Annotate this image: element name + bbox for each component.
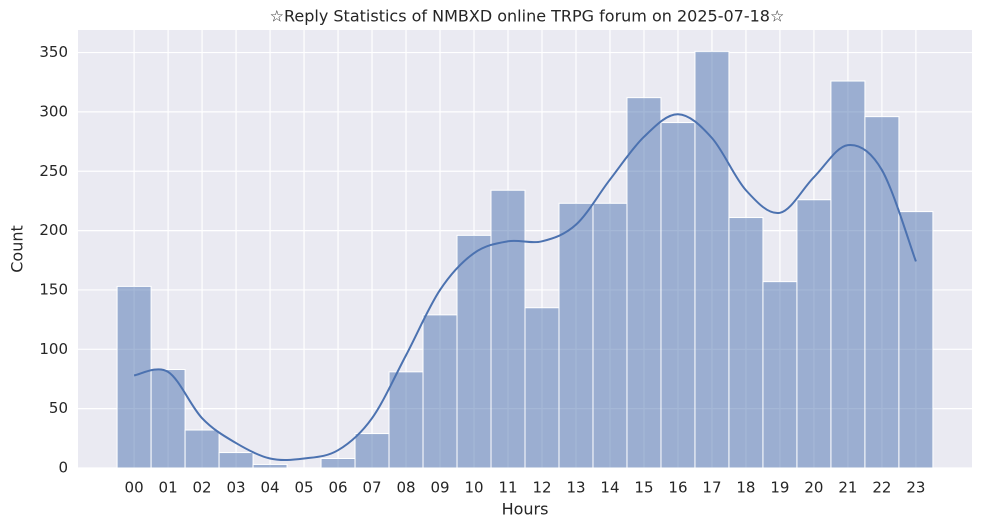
- bar: [898, 211, 934, 469]
- x-tick-label: 20: [804, 479, 823, 497]
- bar: [218, 452, 254, 469]
- y-tick-label: 50: [49, 399, 68, 417]
- bar: [184, 429, 220, 469]
- x-tick-label: 10: [464, 479, 483, 497]
- x-tick-label: 01: [159, 479, 178, 497]
- y-tick-label: 250: [39, 162, 68, 180]
- bar: [490, 189, 526, 469]
- y-tick-label: 100: [39, 340, 68, 358]
- bar: [626, 97, 662, 469]
- x-tick-label: 22: [872, 479, 891, 497]
- y-tick-label: 200: [39, 221, 68, 239]
- bar: [252, 463, 288, 469]
- x-tick-label: 11: [498, 479, 517, 497]
- bar: [864, 116, 900, 469]
- x-tick-label: 16: [668, 479, 687, 497]
- bar: [728, 217, 764, 469]
- x-tick-label: 18: [736, 479, 755, 497]
- x-tick-label: 15: [634, 479, 653, 497]
- y-tick-label: 350: [39, 43, 68, 61]
- bar: [388, 371, 424, 469]
- bar: [524, 307, 560, 469]
- x-tick-label: 04: [261, 479, 280, 497]
- x-tick-label: 05: [295, 479, 314, 497]
- y-tick-label: 0: [58, 459, 68, 477]
- x-axis-label: Hours: [502, 500, 549, 519]
- bar: [762, 281, 798, 469]
- bar: [592, 202, 628, 469]
- bar: [660, 122, 696, 469]
- x-tick-label: 02: [193, 479, 212, 497]
- x-tick-label: 09: [430, 479, 449, 497]
- bar: [830, 80, 866, 469]
- x-tick-label: 13: [566, 479, 585, 497]
- x-tick-label: 17: [702, 479, 721, 497]
- chart-title: ☆Reply Statistics of NMBXD online TRPG f…: [270, 7, 785, 26]
- x-tick-label: 00: [125, 479, 144, 497]
- bar: [694, 50, 730, 469]
- x-tick-label: 07: [362, 479, 381, 497]
- y-tick-label: 300: [39, 102, 68, 120]
- x-tick-label: 03: [227, 479, 246, 497]
- x-tick-label: 12: [532, 479, 551, 497]
- bar: [320, 458, 356, 469]
- bar: [116, 285, 152, 469]
- bar: [558, 202, 594, 469]
- x-tick-label: 14: [600, 479, 619, 497]
- x-tick-label: 19: [770, 479, 789, 497]
- bar: [354, 433, 390, 469]
- x-tick-label: 21: [838, 479, 857, 497]
- bar: [422, 314, 458, 469]
- x-tick-label: 06: [328, 479, 347, 497]
- bar: [456, 234, 492, 469]
- y-tick-label: 150: [39, 280, 68, 298]
- bar: [796, 199, 832, 469]
- x-tick-label: 08: [396, 479, 415, 497]
- y-axis-label: Count: [8, 225, 27, 273]
- x-tick-label: 23: [906, 479, 925, 497]
- kde-line: [133, 113, 917, 461]
